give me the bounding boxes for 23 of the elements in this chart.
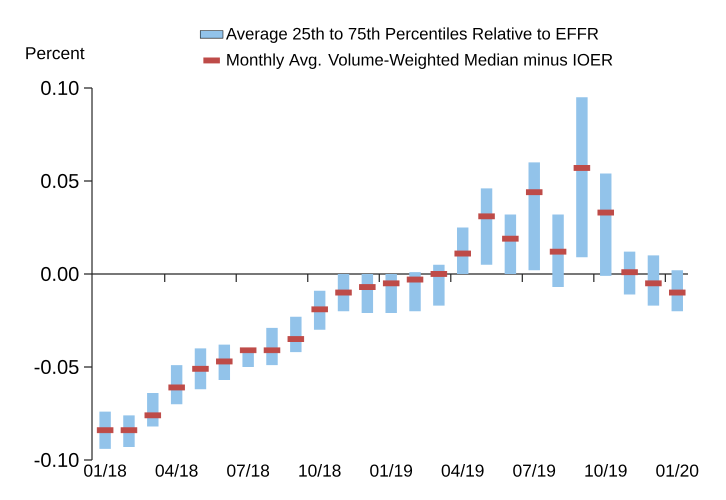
x-tick-label: 04/19 (442, 464, 484, 477)
y-tick-label: 0.10 (41, 80, 78, 96)
bar (576, 97, 588, 258)
x-tick-label: 01/18 (84, 464, 126, 477)
legend-label: Monthly Avg. Volume-Weighted Median minus IOER (227, 53, 612, 69)
bar (528, 162, 540, 270)
x-tick-label: 07/18 (227, 464, 270, 477)
bar (600, 174, 612, 276)
y-tick-label: -0.10 (34, 452, 78, 468)
x-tick-label: 10/19 (585, 464, 627, 477)
x-tick-label: 01/19 (370, 464, 412, 477)
x-tick-label: 10/18 (299, 464, 341, 477)
y-tick-label: 0.00 (41, 266, 78, 282)
y-tick-label: -0.05 (34, 360, 78, 374)
bar (552, 214, 564, 288)
legend-label: Average 25th to 75th Percentiles Relative to EFFR (226, 27, 598, 43)
x-tick-label: 01/20 (656, 464, 698, 477)
x-tick-label: 04/18 (156, 464, 198, 477)
bar (480, 188, 492, 265)
y-axis-title: Percent (26, 47, 84, 60)
bar (242, 352, 254, 367)
y-tick-label: 0.05 (41, 174, 78, 188)
x-tick-label: 07/19 (513, 464, 556, 477)
